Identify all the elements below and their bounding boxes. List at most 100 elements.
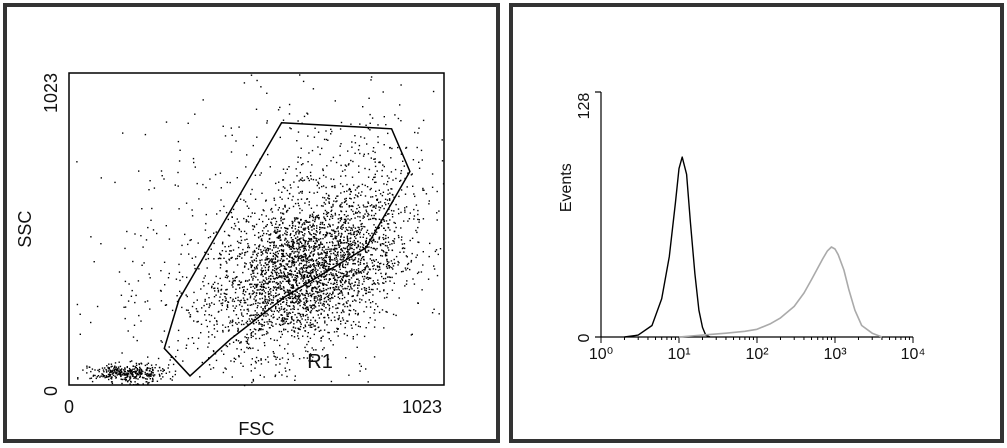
- scatter-point: [336, 281, 338, 283]
- scatter-point: [350, 198, 352, 200]
- scatter-point: [154, 374, 156, 376]
- scatter-point: [277, 236, 280, 238]
- scatter-point: [248, 246, 251, 249]
- scatter-point: [219, 296, 221, 298]
- scatter-point: [368, 233, 370, 235]
- scatter-point: [264, 247, 266, 249]
- scatter-point: [329, 257, 331, 260]
- scatter-point: [421, 159, 423, 161]
- scatter-point: [134, 376, 136, 378]
- scatter-point: [300, 275, 303, 277]
- scatter-point: [282, 255, 285, 257]
- scatter-point: [301, 268, 303, 271]
- scatter-point: [395, 255, 398, 258]
- scatter-point: [232, 320, 234, 323]
- scatter-point: [133, 324, 136, 326]
- scatter-point: [175, 278, 178, 280]
- scatter-point: [393, 240, 395, 242]
- scatter-point: [169, 359, 171, 361]
- scatter-point: [359, 298, 361, 300]
- scatter-point: [238, 304, 241, 306]
- scatter-point: [232, 280, 234, 282]
- scatter-point: [325, 256, 328, 259]
- scatter-point: [259, 260, 261, 262]
- scatter-point: [274, 217, 277, 220]
- scatter-point: [322, 169, 324, 172]
- scatter-point: [298, 270, 300, 272]
- scatter-point: [184, 233, 186, 236]
- scatter-point: [110, 371, 112, 373]
- scatter-point: [218, 257, 221, 259]
- scatter-point: [340, 254, 342, 256]
- scatter-point: [318, 216, 320, 219]
- scatter-point: [365, 368, 367, 370]
- scatter-point: [290, 286, 292, 289]
- scatter-point: [252, 277, 254, 280]
- scatter-point: [104, 367, 106, 369]
- scatter-point: [220, 289, 222, 291]
- scatter-point: [338, 297, 341, 300]
- gate-r1-polygon[interactable]: [163, 121, 411, 377]
- scatter-point: [321, 275, 323, 277]
- scatter-point: [338, 315, 340, 317]
- scatter-point: [136, 368, 139, 370]
- scatter-point: [394, 222, 396, 224]
- scatter-point: [221, 250, 224, 252]
- scatter-point: [303, 179, 306, 181]
- scatter-point: [318, 317, 321, 319]
- scatter-point: [325, 260, 327, 263]
- scatter-point: [286, 254, 289, 256]
- scatter-point: [126, 366, 128, 369]
- scatter-point: [305, 240, 307, 242]
- scatter-point: [348, 314, 350, 316]
- scatter-point: [358, 210, 360, 213]
- scatter-point: [160, 369, 162, 372]
- scatter-point: [330, 160, 332, 162]
- scatter-point: [221, 243, 224, 245]
- scatter-point: [116, 371, 118, 374]
- scatter-point: [357, 244, 359, 246]
- scatter-point: [190, 239, 192, 241]
- scatter-point: [242, 297, 245, 299]
- scatter-point: [135, 366, 138, 369]
- scatter-point: [367, 176, 370, 178]
- histogram-panel: 10⁰ 10¹ 10² 10³ 10⁴ 0 128 Events: [509, 3, 1004, 443]
- scatter-point: [374, 233, 377, 235]
- scatter-point: [317, 181, 319, 183]
- scatter-point: [340, 235, 342, 237]
- scatter-point: [260, 285, 263, 287]
- scatter-point: [298, 257, 300, 260]
- scatter-point: [200, 332, 202, 334]
- scatter-point: [278, 323, 281, 326]
- scatter-point: [274, 261, 276, 263]
- scatter-point: [272, 299, 274, 301]
- scatter-point: [223, 353, 225, 355]
- scatter-point: [346, 320, 348, 322]
- scatter-point: [334, 237, 336, 239]
- scatter-point: [269, 280, 271, 283]
- scatter-point: [352, 252, 355, 254]
- scatter-point: [277, 259, 279, 262]
- scatter-point: [322, 168, 324, 170]
- scatter-point: [295, 267, 297, 269]
- scatter-point: [415, 229, 417, 232]
- scatter-point: [351, 268, 353, 270]
- scatter-point: [232, 283, 234, 285]
- scatter-point: [147, 362, 150, 364]
- scatter-point: [188, 253, 190, 255]
- scatter-point: [358, 282, 360, 284]
- scatter-point: [347, 214, 349, 217]
- scatter-point: [283, 277, 285, 280]
- scatter-point: [287, 305, 289, 307]
- scatter-point: [76, 161, 78, 163]
- scatter-point: [339, 245, 341, 247]
- scatter-point: [276, 231, 279, 233]
- scatter-point: [338, 271, 340, 273]
- scatter-point: [293, 248, 296, 250]
- scatter-point: [349, 188, 351, 191]
- scatter-point: [285, 227, 287, 230]
- scatter-point: [148, 376, 150, 378]
- scatter-point: [310, 310, 313, 312]
- scatter-point: [334, 250, 336, 252]
- scatter-point: [366, 273, 368, 275]
